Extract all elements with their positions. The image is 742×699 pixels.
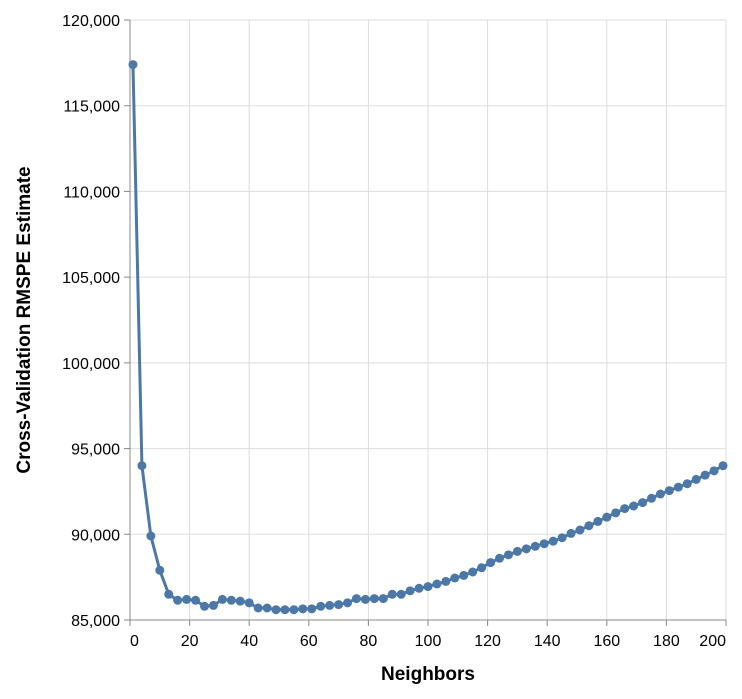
y-tick-label: 90,000 [71,527,120,544]
point [647,493,656,503]
point [566,528,576,538]
point [521,544,531,554]
x-tick-label: 20 [181,633,199,650]
point [655,489,665,499]
point [611,508,621,518]
point [602,512,612,522]
point [700,470,710,480]
point [432,579,442,589]
point [709,466,719,476]
point [155,565,165,575]
x-axis-title: Neighbors [381,664,475,685]
point [217,594,227,604]
point [334,600,344,610]
point [477,563,487,573]
point [369,594,379,604]
y-tick-label: 110,000 [63,184,120,201]
y-axis-title: Cross-Validation RMSPE Estimate [14,166,35,473]
point [244,598,254,608]
point [423,582,433,592]
x-tick-label: 160 [593,633,620,650]
point [307,604,317,614]
point [548,536,558,546]
point [503,550,513,560]
point [378,594,388,604]
y-tick-label: 85,000 [71,613,120,630]
point [459,570,469,580]
x-tick-label: 140 [534,633,561,650]
point [575,525,585,535]
point [137,461,147,471]
point [262,603,272,613]
point [208,600,218,610]
point [298,604,308,614]
x-tick-label: 40 [240,633,258,650]
point [235,596,245,606]
point [682,479,692,489]
y-tick-label: 105,000 [62,270,120,287]
point [530,541,540,551]
point [638,498,648,508]
point [253,603,263,613]
point [396,589,406,599]
point [226,595,236,605]
point [405,586,415,596]
point [146,531,156,541]
point [325,600,335,610]
x-tick-label: 100 [415,633,442,650]
point [584,521,594,531]
point [182,594,192,604]
y-tick-label: 120,000 [62,13,120,30]
point [718,461,728,471]
y-tick-label: 95,000 [71,442,120,459]
point [387,589,397,599]
x-tick-label: 120 [474,633,501,650]
point [200,601,209,611]
point [343,598,353,608]
point [191,595,201,605]
x-tick-label: 80 [360,633,378,650]
point [450,573,460,583]
x-tick-label: 0 [130,633,139,650]
point [360,594,370,604]
point [620,504,630,514]
point [128,60,138,70]
point [414,583,424,593]
point [495,553,505,563]
point [593,516,603,526]
point [280,605,290,615]
point [468,567,478,577]
point [691,474,701,484]
point [164,589,174,599]
point [351,594,361,604]
point [486,558,496,568]
point [271,605,281,615]
point [664,486,674,496]
point [557,533,567,543]
x-tick-label: 200 [699,633,726,650]
point [441,576,451,586]
point [316,601,326,611]
point [673,482,683,492]
x-tick-label: 180 [653,633,680,650]
y-tick-label: 100,000 [62,356,120,373]
point [173,595,183,605]
y-tick-label: 115,000 [63,99,120,116]
x-tick-label: 60 [300,633,318,650]
point [629,501,639,511]
point [539,539,549,549]
point [512,546,522,556]
point [289,605,299,615]
